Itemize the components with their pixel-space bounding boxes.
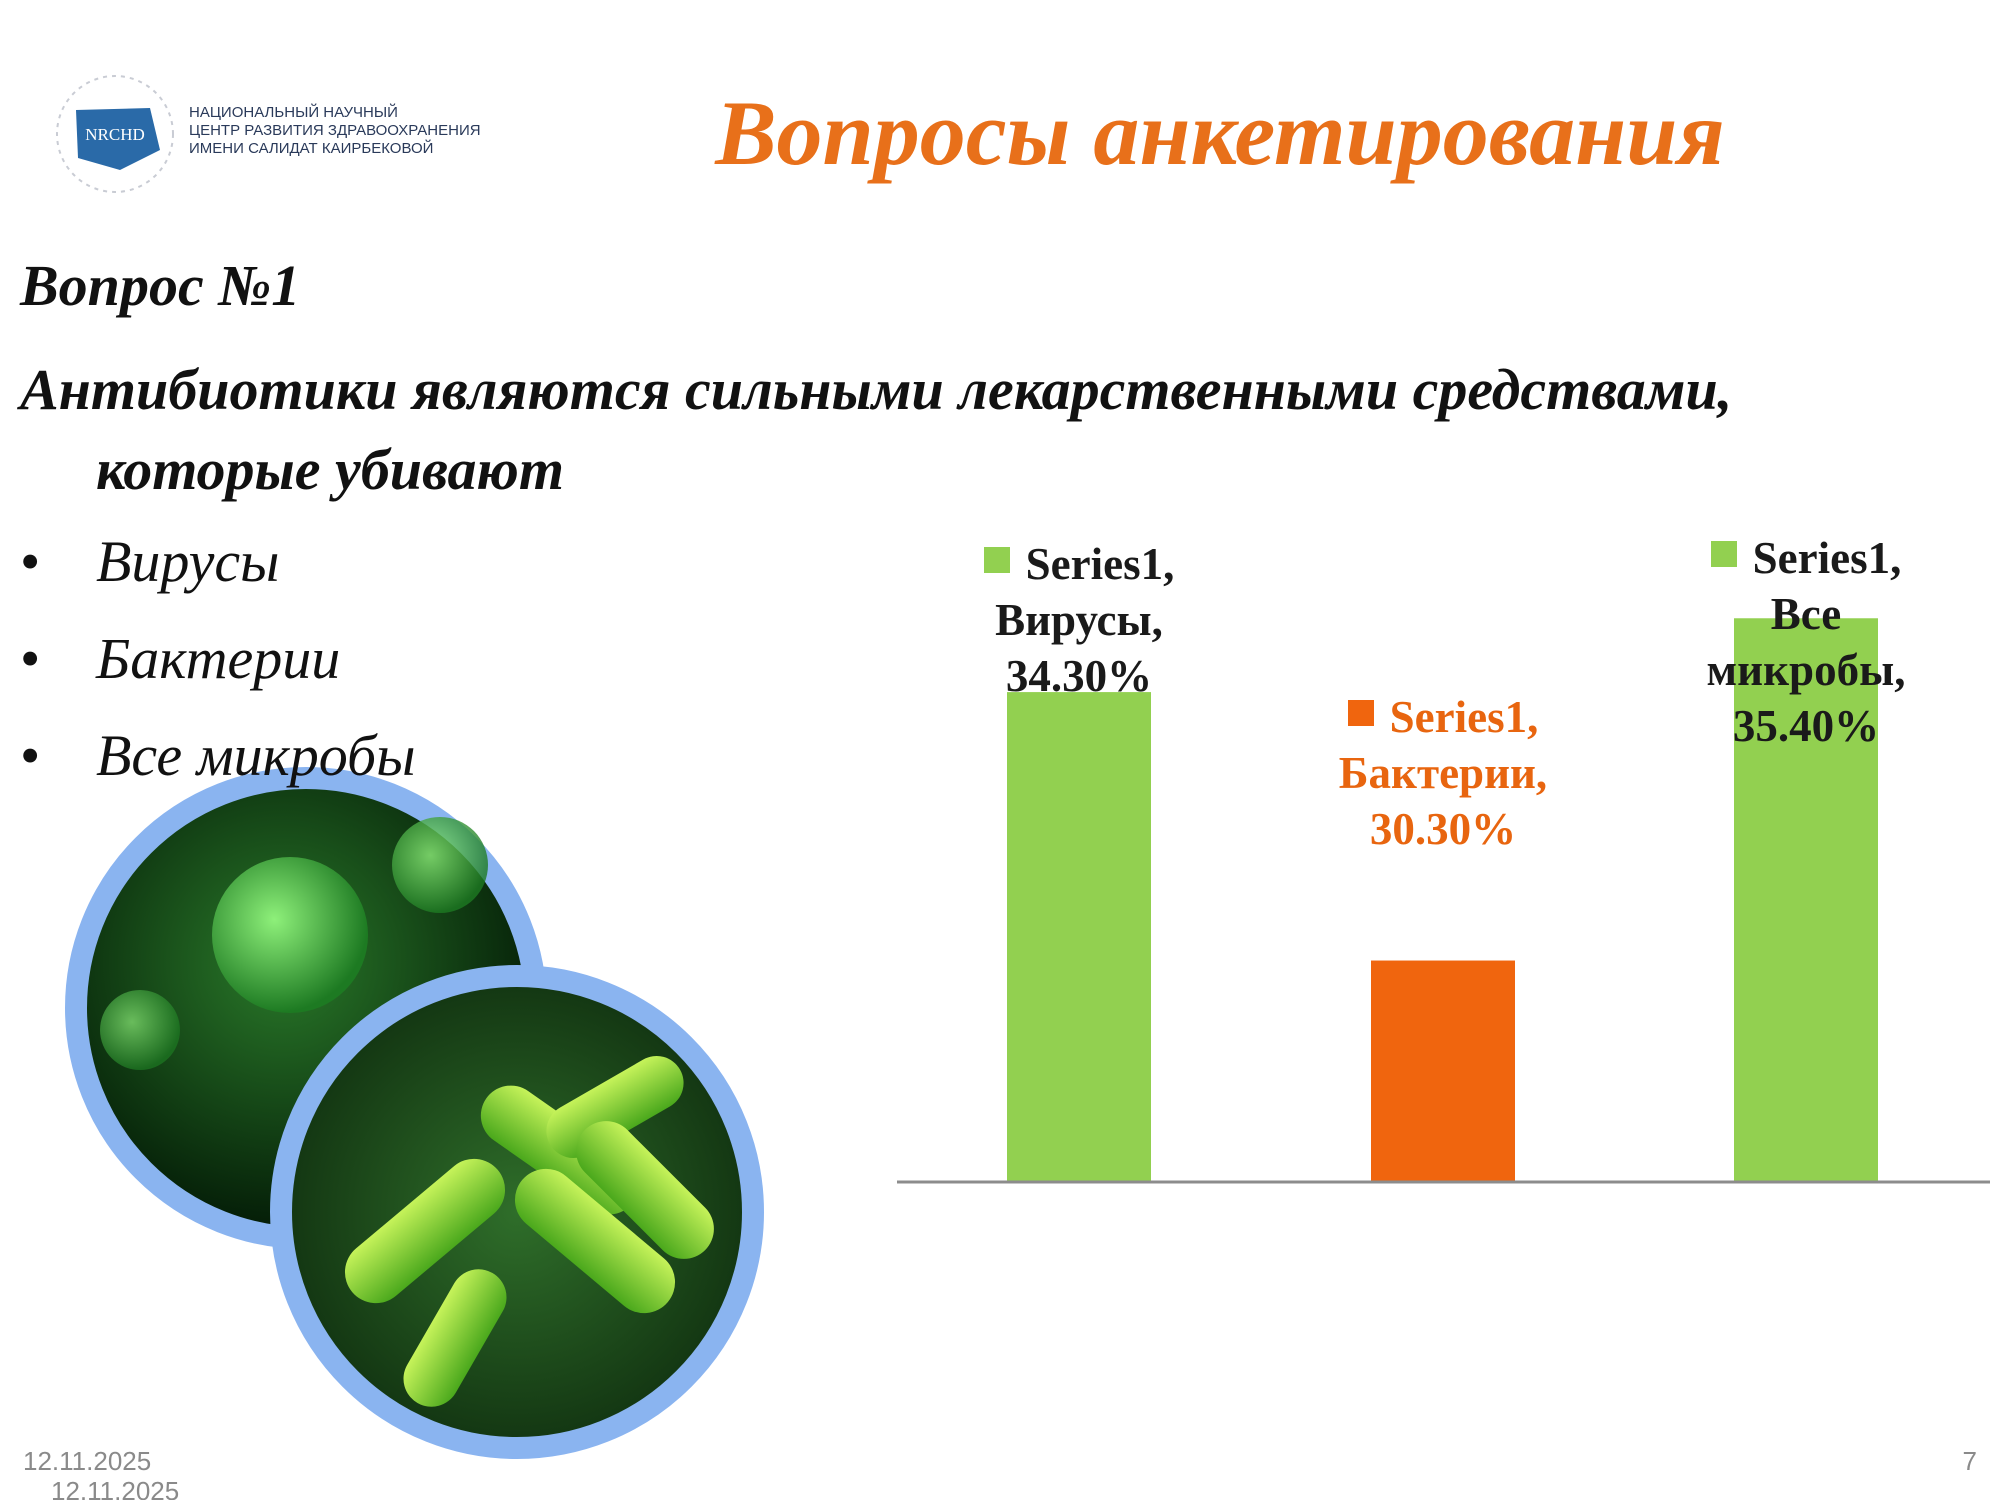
logo-text: ИМЕНИ САЛИДАТ КАИРБЕКОВОЙ bbox=[189, 140, 434, 157]
data-label: Series1, Бактерии, 30.30% bbox=[1338, 692, 1548, 854]
slide-title: Вопросы анкетирования bbox=[715, 82, 1725, 184]
legend-swatch bbox=[1710, 541, 1737, 567]
option-text: Вирусы bbox=[96, 529, 280, 594]
logo-text: НАЦИОНАЛЬНЫЙ НАУЧНЫЙ bbox=[189, 104, 398, 121]
logo-mark: NRCHD bbox=[85, 125, 145, 144]
bullet: • bbox=[20, 723, 41, 788]
option-text: Бактерии bbox=[96, 626, 341, 691]
bar bbox=[1007, 692, 1151, 1182]
page-number: 7 bbox=[1962, 1446, 1977, 1476]
logo-globe bbox=[56, 75, 174, 193]
bar bbox=[1734, 618, 1878, 1182]
data-label-box: Series1, Вирусы, 34.30% bbox=[944, 536, 1214, 704]
bullet: • bbox=[20, 529, 41, 594]
data-label: Series1, Вирусы, 34.30% bbox=[995, 539, 1175, 701]
option: • Бактерии bbox=[20, 625, 340, 692]
footer-date: 12.11.2025 bbox=[51, 1476, 180, 1500]
data-label: Series1, Все микробы, 35.40% bbox=[1706, 533, 1906, 751]
legend-swatch bbox=[1347, 700, 1374, 726]
logo-text: ЦЕНТР РАЗВИТИЯ ЗДРАВООХРАНЕНИЯ bbox=[189, 122, 481, 139]
question-number: Вопрос №1 bbox=[20, 253, 301, 318]
option: • Все микробы bbox=[20, 722, 415, 789]
option: • Вирусы bbox=[20, 528, 279, 595]
question-text: Антибиотики являются сильными лекарствен… bbox=[20, 357, 1733, 502]
option-text: Все микробы bbox=[96, 723, 416, 788]
bullet: • bbox=[20, 626, 41, 691]
legend-swatch bbox=[983, 547, 1010, 573]
data-label-box: Series1, Бактерии, 30.30% bbox=[1336, 689, 1551, 857]
data-label-box: Series1, Все микробы, 35.40% bbox=[1699, 530, 1914, 754]
illustration bbox=[65, 767, 764, 1459]
bar bbox=[1371, 960, 1515, 1182]
chart bbox=[897, 618, 1990, 1184]
footer-date: 12.11.2025 bbox=[23, 1446, 152, 1476]
